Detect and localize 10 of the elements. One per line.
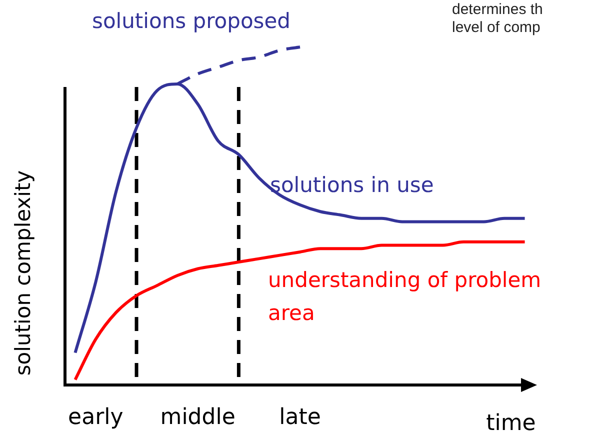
series-label: solutions proposed: [92, 9, 290, 33]
x-tick-label: late: [279, 404, 321, 430]
x-tick-label: middle: [160, 404, 236, 430]
y-axis-title: solution complexity: [11, 170, 35, 376]
x-axis-title: time: [486, 411, 536, 436]
x-tick-label: early: [68, 404, 124, 430]
text: level of comp: [452, 19, 540, 36]
series-label: solutions in use: [270, 173, 434, 197]
text: determines th: [452, 1, 543, 18]
series-label: understanding of problem area: [268, 268, 542, 325]
